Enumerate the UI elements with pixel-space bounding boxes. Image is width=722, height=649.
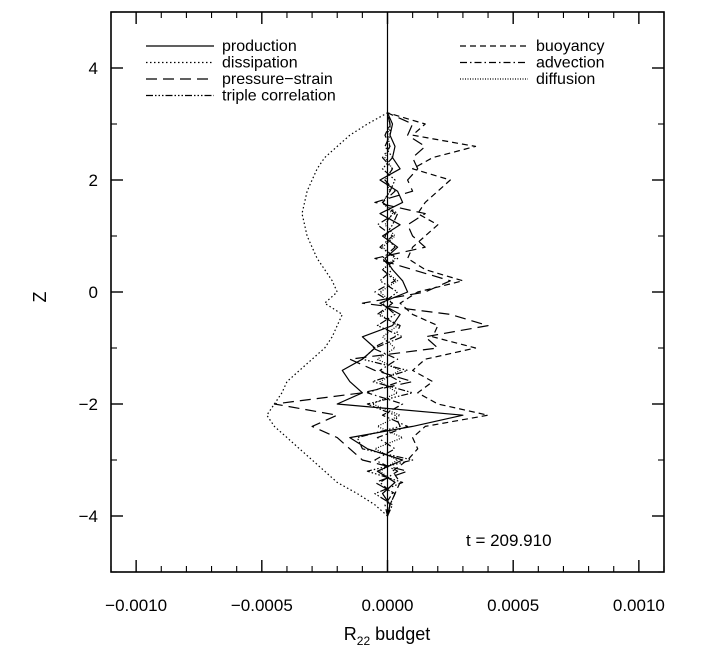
x-tick-label: 0.0010 xyxy=(613,596,665,615)
series-pressure-strain xyxy=(273,112,489,517)
x-tick-label: −0.0010 xyxy=(105,596,167,615)
series-diffusion xyxy=(371,112,404,517)
series-production xyxy=(336,112,464,517)
legend-label: production xyxy=(222,38,297,55)
annotation-time: t = 209.910 xyxy=(466,531,552,550)
series-dissipation xyxy=(266,112,388,517)
x-axis-label-main: R xyxy=(344,624,357,644)
axes-layer: −0.0010 −0.0005 0.0000 0.0005 0.0010 −4 −2 0 2 4 xyxy=(79,11,665,615)
legend-label: triple correlation xyxy=(222,88,336,105)
legend-label: buoyancy xyxy=(536,38,605,55)
y-tick-label: 2 xyxy=(89,171,98,190)
legend-label: diffusion xyxy=(536,71,595,88)
series-buoyancy xyxy=(386,112,489,517)
y-tick-label: −4 xyxy=(79,507,98,526)
y-axis-label: Z xyxy=(30,292,50,303)
y-tick-label: 0 xyxy=(89,283,98,302)
x-tick-label: 0.0000 xyxy=(362,596,414,615)
y-tick-label: −2 xyxy=(79,395,98,414)
legend-label: pressure−strain xyxy=(222,71,333,88)
x-tick-label: −0.0005 xyxy=(231,596,293,615)
legend-label: dissipation xyxy=(222,55,298,72)
series-advection xyxy=(366,112,409,517)
legend-label: advection xyxy=(536,55,605,72)
x-axis-label-subscript: 22 xyxy=(357,634,371,648)
x-tick-label: 0.0005 xyxy=(487,596,539,615)
x-axis-label-suffix: budget xyxy=(375,624,430,644)
legend: productiondissipationpressure−straintrip… xyxy=(146,38,605,105)
x-axis-label: R22 budget xyxy=(344,624,430,648)
series-triple-correlation xyxy=(356,112,414,517)
series-layer xyxy=(266,112,489,517)
y-tick-label: 4 xyxy=(89,59,98,78)
